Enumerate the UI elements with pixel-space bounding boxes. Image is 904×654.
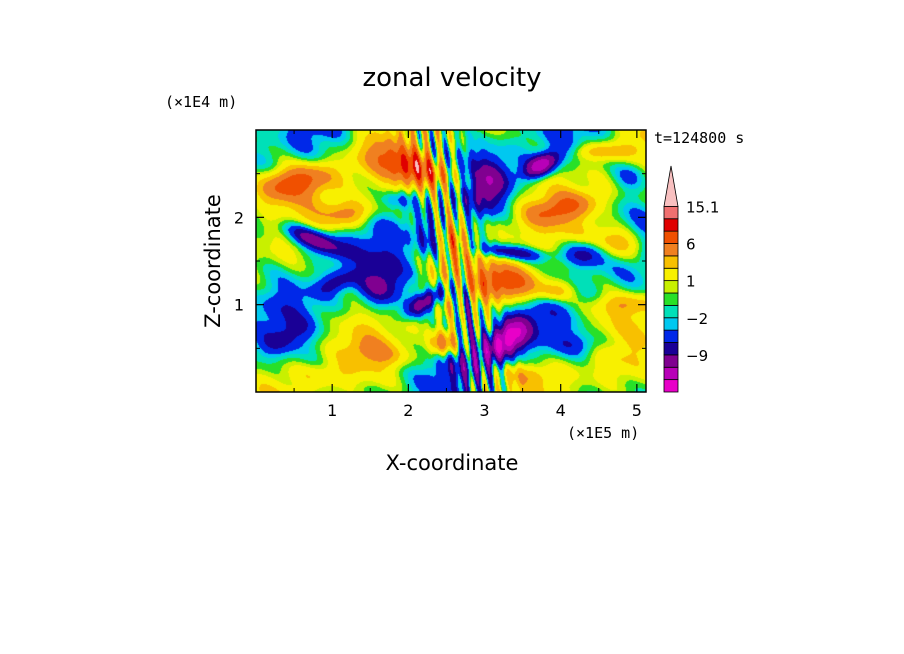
- colorbar-segment-12: [663, 230, 679, 244]
- colorbar-segment-11: [663, 243, 679, 257]
- x-axis-title: X-coordinate: [386, 451, 519, 475]
- colorbar-segment-0: [663, 379, 679, 393]
- y-axis: 12: [234, 173, 646, 349]
- x-tick-label-1: 2: [403, 401, 413, 420]
- colorbar-label-4: −9: [686, 347, 708, 365]
- x-tick-label-3: 4: [556, 401, 566, 420]
- colorbar: 15.1 6 1 −2 −9: [663, 165, 719, 393]
- plot-area: [255, 129, 647, 393]
- colorbar-label-0: 15.1: [686, 198, 719, 216]
- colorbar-segment-8: [663, 280, 679, 294]
- colorbar-label-3: −2: [686, 310, 708, 328]
- colorbar-segment-6: [663, 304, 679, 319]
- colorbar-segment-10: [663, 255, 679, 269]
- x-tick-label-0: 1: [327, 401, 337, 420]
- colorbar-extend-max: [663, 165, 679, 207]
- x-unit-label: (×1E5 m): [567, 424, 639, 442]
- y-tick-label-0: 1: [234, 296, 244, 315]
- velocity-field: [256, 130, 646, 392]
- colorbar-segment-14: [663, 205, 679, 220]
- colorbar-segment-5: [663, 317, 679, 331]
- colorbar-segment-7: [663, 292, 679, 306]
- colorbar-segment-4: [663, 329, 679, 343]
- colorbar-segment-1: [663, 366, 679, 381]
- colorbar-segment-13: [663, 218, 679, 232]
- colorbar-segment-2: [663, 354, 679, 368]
- colorbar-segment-9: [663, 267, 679, 282]
- x-tick-label-4: 5: [632, 401, 642, 420]
- time-label: t=124800 s: [654, 129, 744, 147]
- x-tick-label-2: 3: [479, 401, 489, 420]
- colorbar-segment-3: [663, 342, 679, 356]
- x-axis: 1 2 3 4 5: [293, 130, 642, 420]
- chart-title: zonal velocity: [362, 63, 541, 93]
- y-axis-title: Z-coordinate: [201, 194, 225, 328]
- y-unit-label: (×1E4 m): [165, 93, 237, 111]
- colorbar-label-2: 1: [686, 273, 696, 291]
- colorbar-label-1: 6: [686, 236, 696, 254]
- y-tick-label-1: 2: [234, 208, 244, 227]
